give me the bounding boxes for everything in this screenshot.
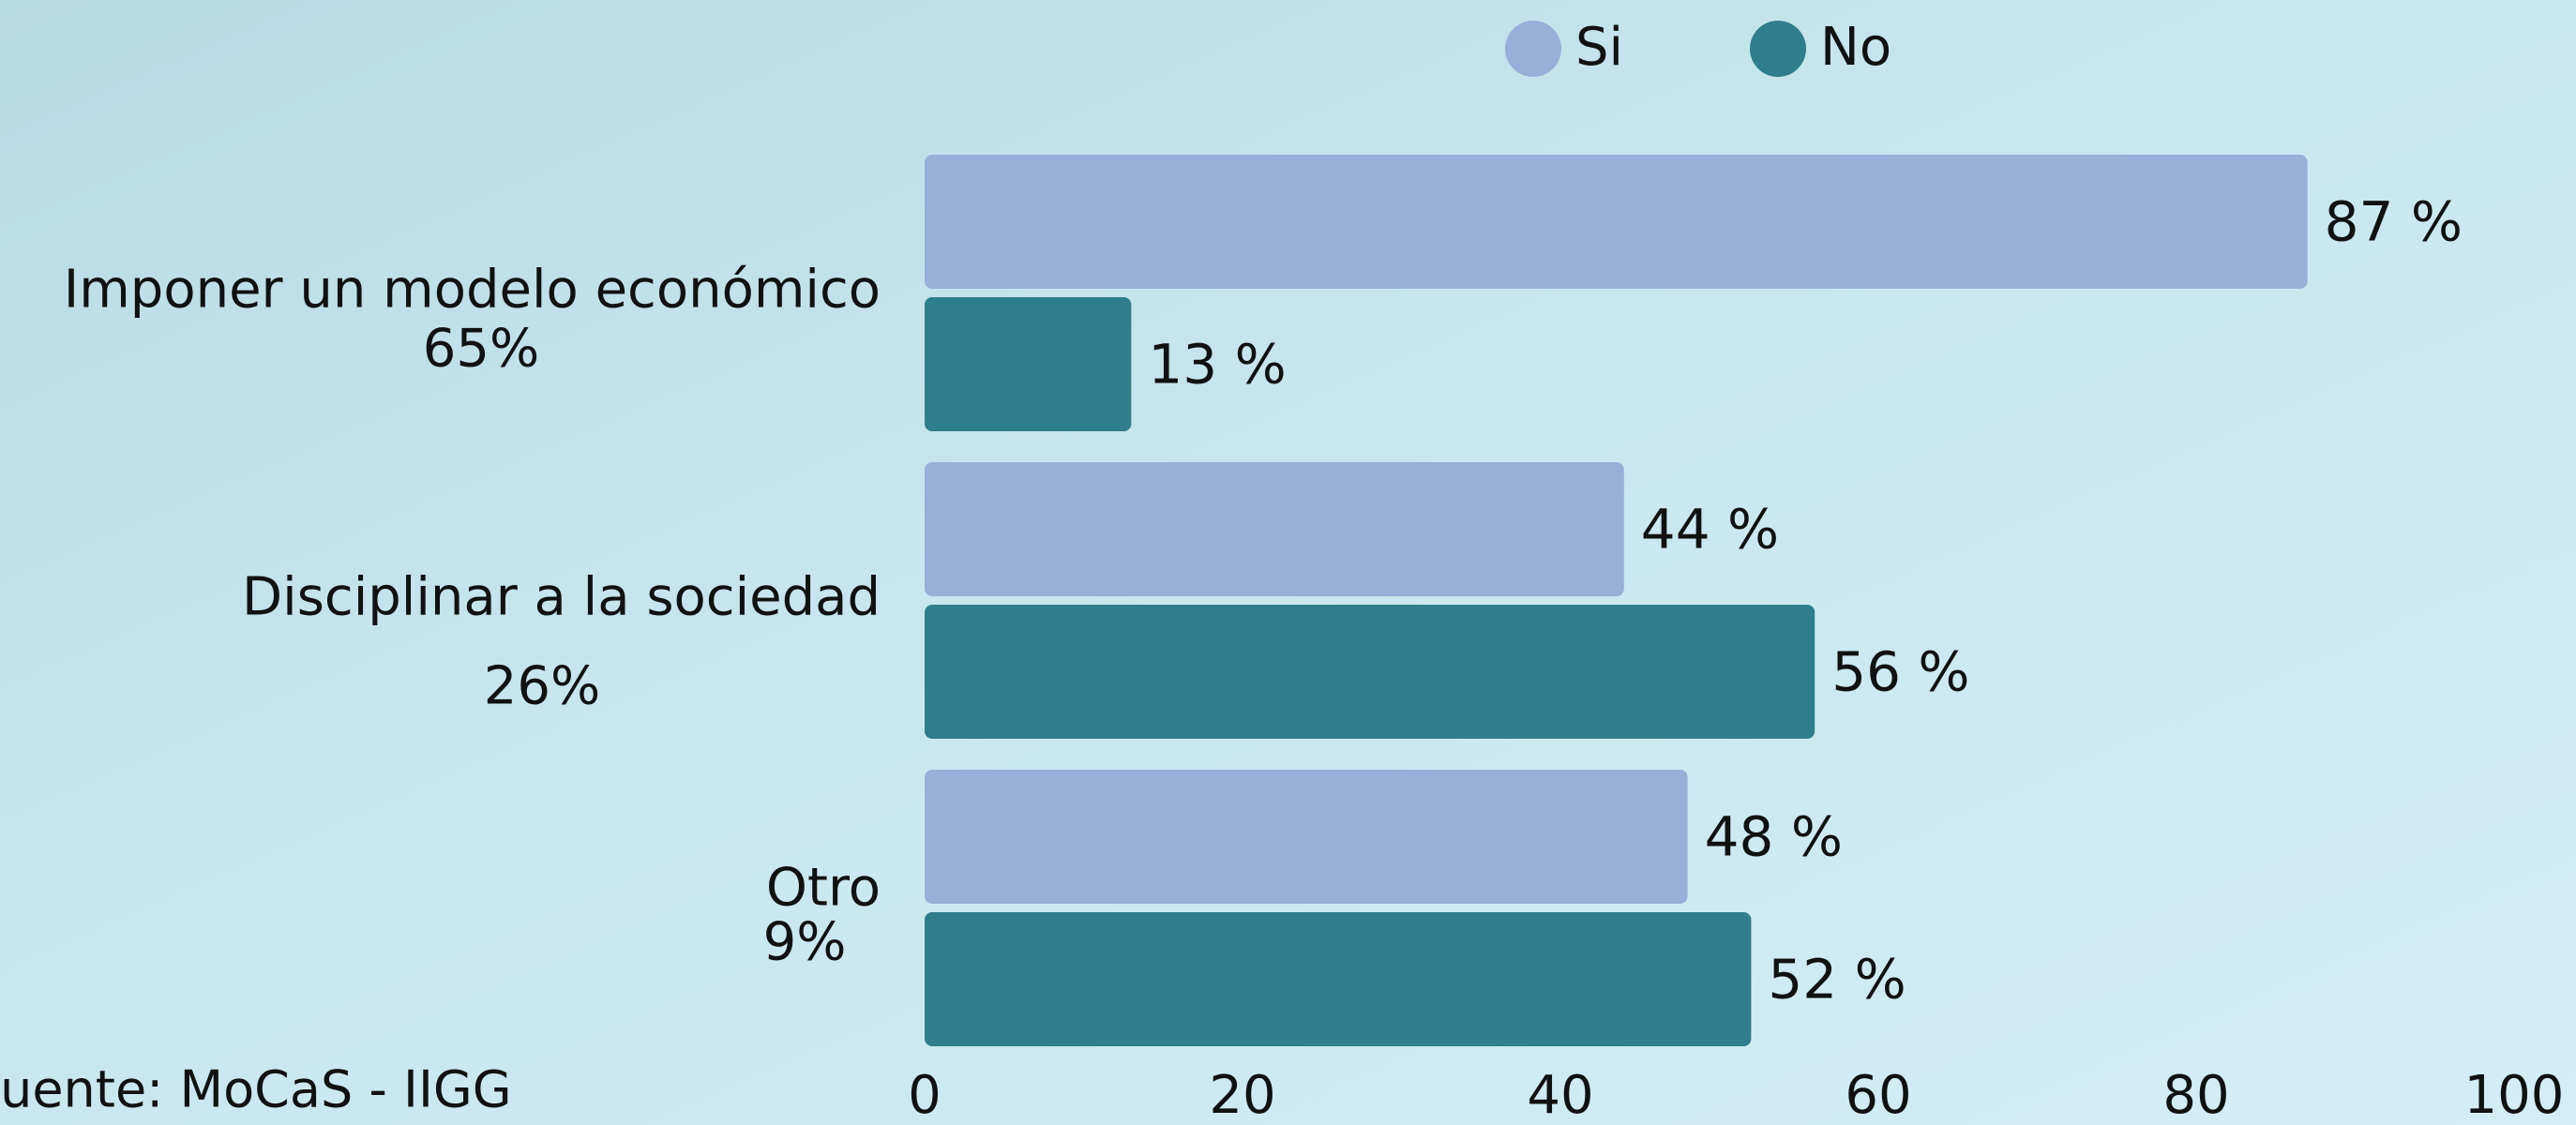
value-label: 13 % — [1148, 333, 1286, 397]
value-label: 56 % — [1831, 640, 1969, 704]
bar — [925, 770, 1688, 904]
bar — [925, 155, 2308, 289]
legend-marker — [1505, 21, 1561, 77]
category-label: Otro — [766, 858, 881, 919]
category-label: Disciplinar a la sociedad — [242, 567, 881, 628]
category-note: 65% — [423, 319, 539, 380]
page: Fuente: MoCaS - IIGG 0 20 40 60 80 100 Si No Imp… — [0, 0, 2576, 1125]
value-label: 52 % — [1768, 948, 1906, 1012]
value-label: 44 % — [1641, 498, 1779, 562]
category-note: 9% — [763, 912, 847, 973]
legend-label: No — [1820, 17, 1891, 78]
x-tick-label: 40 — [1527, 1065, 1593, 1125]
x-tick-label: 100 — [2464, 1065, 2565, 1125]
x-tick-label: 60 — [1845, 1065, 1911, 1125]
source: Fuente: MoCaS - IIGG — [0, 1060, 512, 1119]
category-label: Imponer un modelo económico — [64, 260, 881, 321]
legend-label: Si — [1575, 17, 1623, 78]
bar — [925, 912, 1751, 1046]
bar — [925, 462, 1624, 596]
bar — [925, 297, 1131, 431]
x-tick-label: 20 — [1209, 1065, 1275, 1125]
legend-marker — [1750, 21, 1806, 77]
x-tick-label: 80 — [2162, 1065, 2229, 1125]
value-label: 87 % — [2325, 190, 2463, 254]
x-tick-label: 0 — [908, 1065, 942, 1125]
category-note: 26% — [484, 656, 600, 717]
bar — [925, 605, 1815, 739]
value-label: 48 % — [1705, 805, 1843, 869]
chart: Fuente: MoCaS - IIGG 0 20 40 60 80 100 Si No Imp… — [0, 0, 2576, 1125]
